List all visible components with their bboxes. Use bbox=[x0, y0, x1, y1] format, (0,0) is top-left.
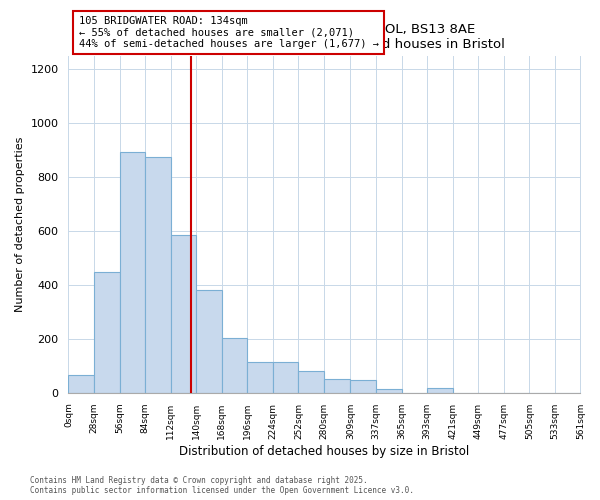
X-axis label: Distribution of detached houses by size in Bristol: Distribution of detached houses by size … bbox=[179, 444, 470, 458]
Bar bbox=[119, 152, 145, 393]
Bar bbox=[427, 388, 453, 393]
Bar bbox=[298, 372, 324, 393]
Y-axis label: Number of detached properties: Number of detached properties bbox=[15, 136, 25, 312]
Bar bbox=[196, 290, 222, 393]
Bar bbox=[68, 376, 94, 393]
Title: 105, BRIDGWATER ROAD, BRISTOL, BS13 8AE
Size of property relative to detached ho: 105, BRIDGWATER ROAD, BRISTOL, BS13 8AE … bbox=[145, 22, 505, 50]
Bar bbox=[222, 338, 247, 393]
Bar bbox=[145, 157, 170, 393]
Text: 105 BRIDGWATER ROAD: 134sqm
← 55% of detached houses are smaller (2,071)
44% of : 105 BRIDGWATER ROAD: 134sqm ← 55% of det… bbox=[79, 16, 379, 49]
Bar bbox=[324, 379, 350, 393]
Bar bbox=[273, 362, 298, 393]
Bar bbox=[350, 380, 376, 393]
Bar bbox=[376, 389, 401, 393]
Bar bbox=[94, 272, 119, 393]
Bar bbox=[170, 235, 196, 393]
Text: Contains HM Land Registry data © Crown copyright and database right 2025.
Contai: Contains HM Land Registry data © Crown c… bbox=[30, 476, 414, 495]
Bar bbox=[247, 362, 273, 393]
